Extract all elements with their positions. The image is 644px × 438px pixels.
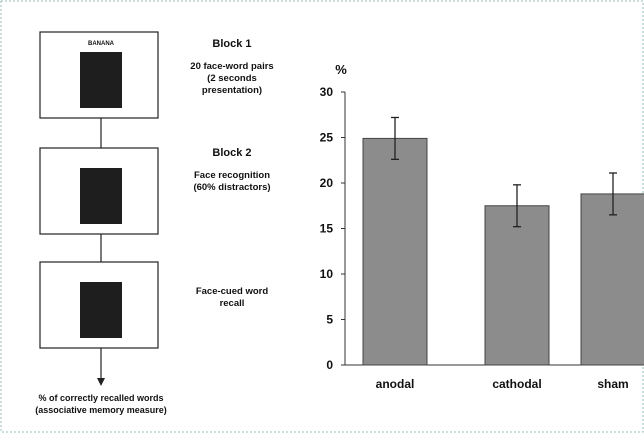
step-text: (60% distractors) <box>193 182 270 193</box>
block-title: Block 1 <box>212 38 251 50</box>
face-image <box>80 168 122 224</box>
face-image <box>80 282 122 338</box>
y-tick-label: 0 <box>326 358 333 372</box>
step-text: Face recognition <box>194 170 270 181</box>
step-text: (2 seconds <box>207 73 257 84</box>
y-tick-label: 20 <box>320 176 334 190</box>
y-tick-label: 10 <box>320 267 334 281</box>
face-image <box>80 52 122 108</box>
outcome-text: % of correctly recalled words <box>38 393 163 403</box>
bar <box>485 206 549 365</box>
block-title: Block 2 <box>212 147 251 159</box>
y-tick-label: 30 <box>320 85 334 99</box>
bar <box>363 138 427 365</box>
y-tick-label: 5 <box>326 313 333 327</box>
figure: BANANA Block 1 20 face-word pairs(2 second… <box>0 0 644 433</box>
bar <box>581 194 644 365</box>
x-tick-label: sham <box>597 377 628 391</box>
stimulus-word: BANANA <box>88 41 115 47</box>
x-tick-label: anodal <box>376 377 415 391</box>
step-text: recall <box>220 298 245 309</box>
y-tick-label: 15 <box>320 222 334 236</box>
outcome-text: (associative memory measure) <box>35 405 167 415</box>
y-axis-label: % <box>335 62 347 77</box>
step-text: Face-cued word <box>196 286 269 297</box>
x-tick-label: cathodal <box>492 377 541 391</box>
step-text: 20 face-word pairs <box>190 61 273 72</box>
step-text: presentation) <box>202 85 262 96</box>
y-tick-label: 25 <box>320 131 334 145</box>
